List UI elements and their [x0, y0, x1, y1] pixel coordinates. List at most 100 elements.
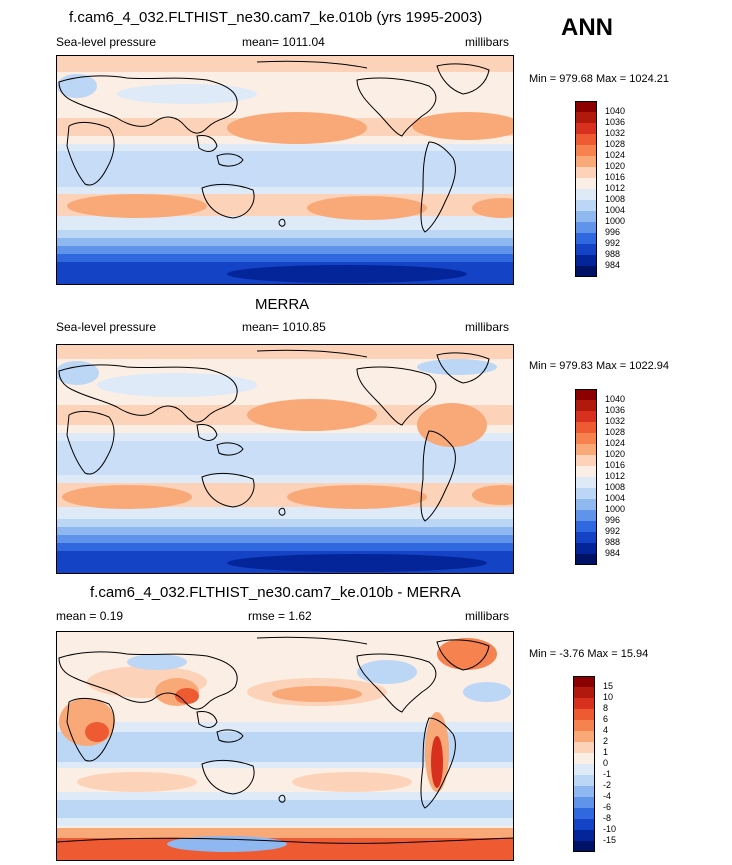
panel2-colorbar-swatch — [575, 422, 597, 433]
panel3-diff-field — [57, 632, 513, 860]
panel2-colorbar-label: 1024 — [605, 438, 626, 448]
panel1-colorbar: 1040 1036 1032 1028 1024 1020 1016 1012 … — [575, 101, 635, 277]
panel1-colorbar-label: 1008 — [605, 194, 626, 204]
panel2-title: MERRA — [255, 296, 310, 313]
panel1-colorbar-swatch — [575, 200, 597, 211]
panel3-minmax: Min = -3.76 Max = 15.94 — [529, 648, 649, 660]
panel1-colorbar-label: 1020 — [605, 161, 626, 171]
panel1-left-label: Sea-level pressure — [56, 35, 157, 49]
panel3-colorbar-swatch — [573, 676, 595, 687]
season-label: ANN — [561, 14, 613, 41]
panel1-title: f.cam6_4_032.FLTHIST_ne30.cam7_ke.010b (… — [69, 9, 483, 26]
panel1-colorbar-swatch — [575, 233, 597, 244]
panel2-colorbar-swatch — [575, 466, 597, 477]
panel3-colorbar-label: 8 — [603, 703, 609, 713]
panel1-colorbar-swatch — [575, 266, 597, 277]
panel3-colorbar-label: -2 — [603, 780, 612, 790]
panel1-colorbar-label: 1032 — [605, 128, 626, 138]
panel2-colorbar-swatch — [575, 554, 597, 565]
panel3-colorbar-swatch — [573, 742, 595, 753]
panel1-colorbar-swatch — [575, 244, 597, 255]
panel1-colorbar-label: 988 — [605, 249, 621, 259]
panel1-colorbar-swatch — [575, 178, 597, 189]
panel2-colorbar-label: 988 — [605, 537, 621, 547]
panel1-colorbar-label: 1036 — [605, 117, 626, 127]
panel1-colorbar-label: 1016 — [605, 172, 626, 182]
panel2-colorbar-label: 1020 — [605, 449, 626, 459]
panel2-colorbar-swatch — [575, 521, 597, 532]
panel2-colorbar-label: 1036 — [605, 405, 626, 415]
panel1-colorbar-label: 1012 — [605, 183, 626, 193]
panel3-colorbar-label: 1 — [603, 747, 609, 757]
panel1-center-label: mean= 1011.04 — [242, 35, 325, 49]
panel2-colorbar-swatch — [575, 532, 597, 543]
panel3-colorbar-swatch — [573, 819, 595, 830]
panel1-colorbar-label: 1000 — [605, 216, 626, 226]
panel3-colorbar-swatch — [573, 775, 595, 786]
panel2-slp-field — [57, 345, 513, 573]
panel3-left-label: mean = 0.19 — [56, 609, 124, 623]
panel1-colorbar-swatch — [575, 167, 597, 178]
panel1-colorbar-swatch — [575, 211, 597, 222]
panel2-colorbar-swatch — [575, 411, 597, 422]
panel1-colorbar-label: 1028 — [605, 139, 626, 149]
panel3-colorbar-label: 0 — [603, 758, 609, 768]
panel2-colorbar-swatch — [575, 444, 597, 455]
panel3-colorbar-swatch — [573, 687, 595, 698]
panel1-colorbar-label: 996 — [605, 227, 621, 237]
panel3-colorbar-swatch — [573, 797, 595, 808]
panel2-right-label: millibars — [465, 320, 510, 334]
panel3-colorbar-swatch — [573, 731, 595, 742]
panel1-map — [56, 55, 514, 285]
panel1-colorbar-label: 1040 — [605, 106, 626, 116]
panel2-colorbar-label: 1000 — [605, 504, 626, 514]
panel1-minmax: Min = 979.68 Max = 1024.21 — [529, 73, 670, 85]
panel1-colorbar-swatch — [575, 222, 597, 233]
panel3-colorbar-swatch — [573, 764, 595, 775]
panel3-colorbar-swatch — [573, 753, 595, 764]
panel3-center-label: rmse = 1.62 — [248, 609, 312, 623]
panel3-colorbar-label: -1 — [603, 769, 612, 779]
panel1-colorbar-swatch — [575, 101, 597, 112]
panel2-colorbar-swatch — [575, 477, 597, 488]
panel2-colorbar-label: 1040 — [605, 394, 626, 404]
panel2-colorbar-label: 1004 — [605, 493, 626, 503]
panel2-colorbar-label: 992 — [605, 526, 621, 536]
panel3-colorbar-swatch — [573, 830, 595, 841]
panel2-colorbar-swatch — [575, 455, 597, 466]
panel1-colorbar-swatch — [575, 255, 597, 266]
panel1-colorbar-swatch — [575, 189, 597, 200]
panel3-colorbar-swatch — [573, 698, 595, 709]
panel3-colorbar-label: 6 — [603, 714, 609, 724]
panel2-colorbar: 1040 1036 1032 1028 1024 1020 1016 1012 … — [575, 389, 635, 565]
panel2-colorbar-swatch — [575, 433, 597, 444]
panel3-colorbar-swatch — [573, 786, 595, 797]
panel3-colorbar-swatch — [573, 808, 595, 819]
panel3-colorbar-swatch — [573, 709, 595, 720]
panel3-colorbar-swatch — [573, 720, 595, 731]
panel1-colorbar-label: 1004 — [605, 205, 626, 215]
panel2-colorbar-swatch — [575, 389, 597, 400]
panel3-colorbar-label: -15 — [603, 835, 617, 845]
panel2-colorbar-swatch — [575, 499, 597, 510]
panel3-map — [56, 631, 514, 861]
panel1-colorbar-swatch — [575, 123, 597, 134]
panel1-colorbar-swatch — [575, 112, 597, 123]
panel2-colorbar-label: 1028 — [605, 427, 626, 437]
panel3-title: f.cam6_4_032.FLTHIST_ne30.cam7_ke.010b -… — [90, 584, 461, 601]
panel1-colorbar-label: 1024 — [605, 150, 626, 160]
panel3-colorbar-label: 4 — [603, 725, 609, 735]
panel2-colorbar-label: 1032 — [605, 416, 626, 426]
panel3-colorbar: 15 10 8 6 4 2 1 0 -1 -2 -4 -6 -8 -10 -15 — [573, 676, 633, 852]
panel2-center-label: mean= 1010.85 — [242, 320, 326, 334]
panel1-colorbar-swatch — [575, 134, 597, 145]
panel2-colorbar-label: 984 — [605, 548, 621, 558]
panel2-colorbar-swatch — [575, 543, 597, 554]
panel3-colorbar-label: 15 — [603, 681, 614, 691]
panel2-colorbar-swatch — [575, 510, 597, 521]
panel1-colorbar-label: 984 — [605, 260, 621, 270]
panel2-colorbar-label: 996 — [605, 515, 621, 525]
panel3-colorbar-label: -6 — [603, 802, 612, 812]
panel1-colorbar-swatch — [575, 145, 597, 156]
panel2-left-label: Sea-level pressure — [56, 320, 157, 334]
